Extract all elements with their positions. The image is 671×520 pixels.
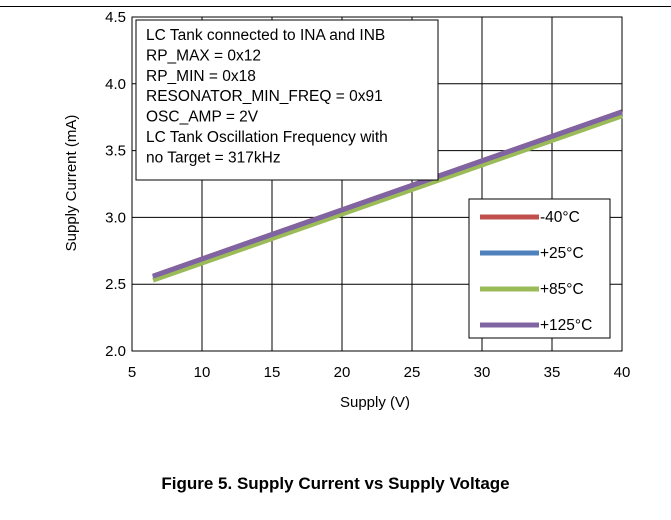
annotation-line: no Target = 317kHz <box>146 149 281 166</box>
y-tick-label: 2.5 <box>105 276 126 293</box>
top-rule <box>0 6 671 7</box>
x-tick-label: 20 <box>334 364 351 381</box>
legend-label: +85°C <box>540 281 584 298</box>
figure-caption: Figure 5. Supply Current vs Supply Volta… <box>161 474 510 493</box>
annotation-line: RESONATOR_MIN_FREQ = 0x91 <box>146 88 383 105</box>
annotation-line: RP_MIN = 0x18 <box>146 68 256 85</box>
x-axis-label: Supply (V) <box>340 394 410 411</box>
annotation-line: LC Tank connected to INA and INB <box>146 27 385 44</box>
legend-label: +125°C <box>540 317 592 334</box>
x-tick-label: 30 <box>474 364 491 381</box>
y-tick-label: 4.5 <box>105 9 126 26</box>
x-tick-labels: 5 10 15 20 25 30 35 40 <box>128 364 631 381</box>
y-tick-label: 2.0 <box>105 343 126 360</box>
series-line-3 <box>152 113 623 283</box>
legend-label: +25°C <box>540 245 584 262</box>
annotation-line: OSC_AMP = 2V <box>146 109 259 126</box>
y-tick-label: 3.0 <box>105 209 126 226</box>
annotation-line: LC Tank Oscillation Frequency with <box>146 129 388 146</box>
x-tick-label: 25 <box>404 364 421 381</box>
annotation-box: LC Tank connected to INA and INB RP_MAX =… <box>135 19 439 181</box>
x-tick-label: 40 <box>614 364 631 381</box>
supply-current-chart: 5 10 15 20 25 30 35 40 2.0 2.5 3.0 3.5 4.0 4.5 Suppl… <box>63 9 631 411</box>
x-tick-label: 35 <box>544 364 561 381</box>
series-line-4 <box>152 109 623 279</box>
legend: -40°C +25°C +85°C +125°C <box>468 198 611 339</box>
x-tick-label: 15 <box>264 364 281 381</box>
x-tick-label: 10 <box>194 364 211 381</box>
plot-frame <box>131 16 623 352</box>
y-tick-label: 4.0 <box>105 76 126 93</box>
y-axis-label: Supply Current (mA) <box>63 115 80 252</box>
x-tick-label: 5 <box>128 364 136 381</box>
legend-label: -40°C <box>540 209 580 226</box>
y-tick-labels: 2.0 2.5 3.0 3.5 4.0 4.5 <box>105 9 126 360</box>
annotation-line: RP_MAX = 0x12 <box>146 47 261 64</box>
series-layer <box>152 109 623 283</box>
y-tick-label: 3.5 <box>105 143 126 160</box>
